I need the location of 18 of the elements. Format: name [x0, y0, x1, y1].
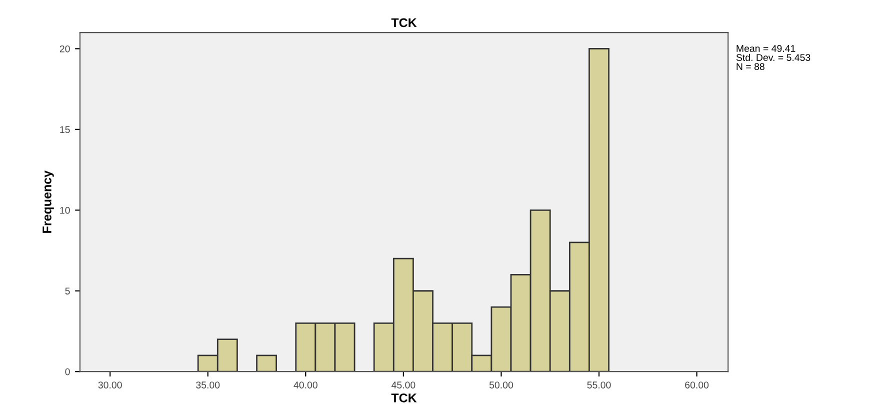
y-axis-title: Frequency	[42, 170, 54, 233]
text: Mean = 49.41	[736, 45, 796, 52]
y-tick-label: 20	[60, 45, 70, 52]
y-tick-label: 0	[65, 368, 70, 376]
x-tick-label: 55.00	[587, 382, 611, 388]
text: N = 88	[736, 63, 764, 70]
chart-title: TCK	[391, 18, 417, 28]
x-axis-title: TCK	[391, 393, 417, 402]
x-tick-label: 40.00	[294, 382, 318, 388]
x-tick-label: 35.00	[196, 382, 220, 388]
y-tick-label: 15	[60, 126, 70, 134]
x-tick-label: 45.00	[392, 382, 416, 388]
x-tick-label: 50.00	[489, 382, 514, 388]
y-tick-label: 5	[65, 288, 70, 294]
x-tick-label: 60.00	[685, 382, 709, 388]
x-tick-label: 30.00	[98, 382, 122, 388]
text: Std. Dev. = 5.453	[736, 54, 810, 61]
y-tick-label: 10	[60, 206, 70, 214]
